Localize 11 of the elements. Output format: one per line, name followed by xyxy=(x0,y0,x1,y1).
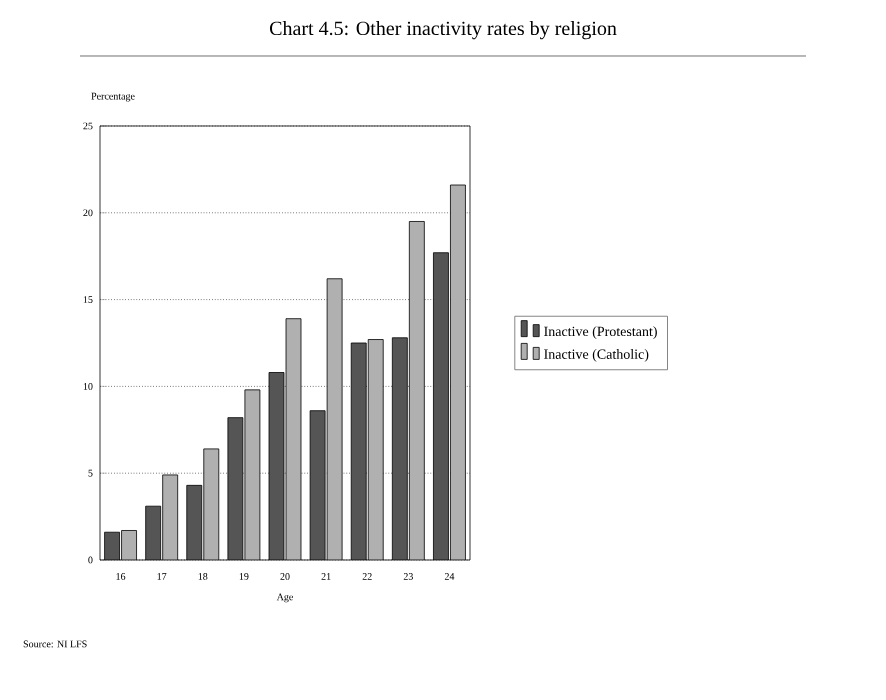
bar xyxy=(367,339,384,560)
bar xyxy=(186,484,203,560)
bar xyxy=(391,337,408,560)
bar xyxy=(162,474,179,560)
bar xyxy=(433,252,449,560)
bar xyxy=(145,505,162,560)
bar xyxy=(408,221,425,560)
bar xyxy=(350,342,367,560)
bar xyxy=(203,448,220,560)
bar xyxy=(450,184,466,560)
chart-title: Chart 4.5: Other inactivity rates by religion xyxy=(269,21,617,40)
